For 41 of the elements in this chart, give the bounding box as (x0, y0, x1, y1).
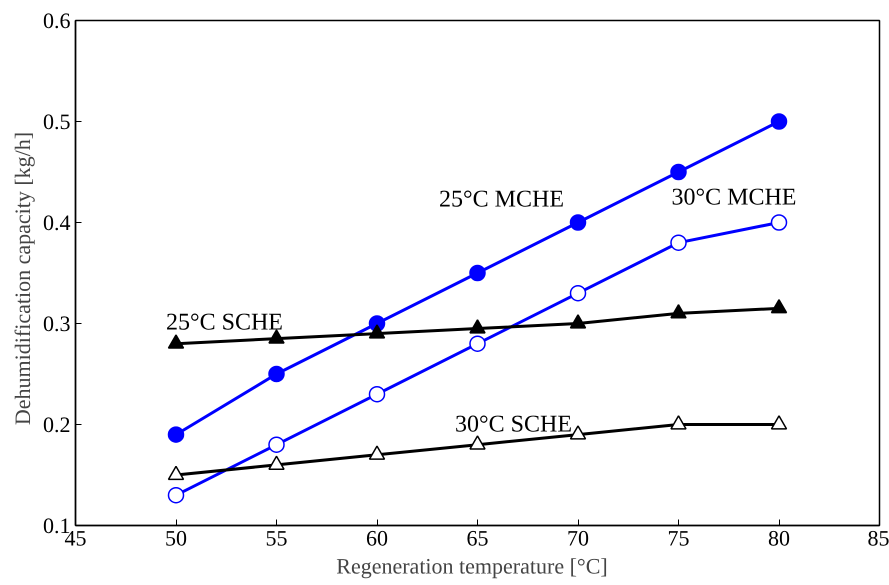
point (570, 214, 586, 231)
x-axis-title: Regeneration temperature [°C] (336, 554, 608, 578)
y-tick-label: 0.2 (43, 412, 70, 437)
x-tick-label: 75 (668, 526, 690, 550)
x-tick-label: 55 (266, 526, 288, 550)
point (268, 329, 285, 344)
series-label: 25°C MCHE (439, 186, 564, 212)
point (770, 113, 788, 130)
point (570, 314, 586, 329)
point (168, 466, 184, 480)
point (670, 304, 687, 318)
series-label: 30°C SCHE (455, 412, 572, 438)
point (469, 319, 486, 334)
point (570, 284, 586, 302)
point (469, 435, 486, 450)
point (268, 455, 285, 470)
point (770, 415, 788, 430)
y-axis-title: Dehumidification capacity [kg/h] (10, 132, 35, 426)
y-tick-label: 0.6 (43, 8, 70, 33)
point (168, 334, 184, 349)
y-tick-label: 0.5 (43, 109, 70, 134)
point (670, 164, 687, 180)
point (770, 214, 788, 231)
x-tick-label: 70 (567, 526, 589, 550)
series-label: 25°C SCHE (166, 310, 283, 336)
series-label: 30°C MCHE (672, 184, 796, 210)
y-tick-label: 0.4 (43, 210, 70, 235)
y-tick-label: 0.3 (43, 311, 70, 336)
x-tick-label: 85 (868, 526, 889, 550)
point (670, 415, 687, 430)
point (670, 234, 687, 251)
x-tick-label: 80 (768, 526, 790, 550)
x-tick-label: 50 (165, 526, 187, 550)
point (368, 324, 386, 339)
x-tick-label: 65 (466, 526, 488, 550)
point (469, 264, 486, 282)
point (368, 445, 386, 460)
point (570, 425, 586, 440)
point (770, 298, 788, 314)
x-tick-label: 60 (366, 526, 388, 550)
point (469, 335, 486, 352)
